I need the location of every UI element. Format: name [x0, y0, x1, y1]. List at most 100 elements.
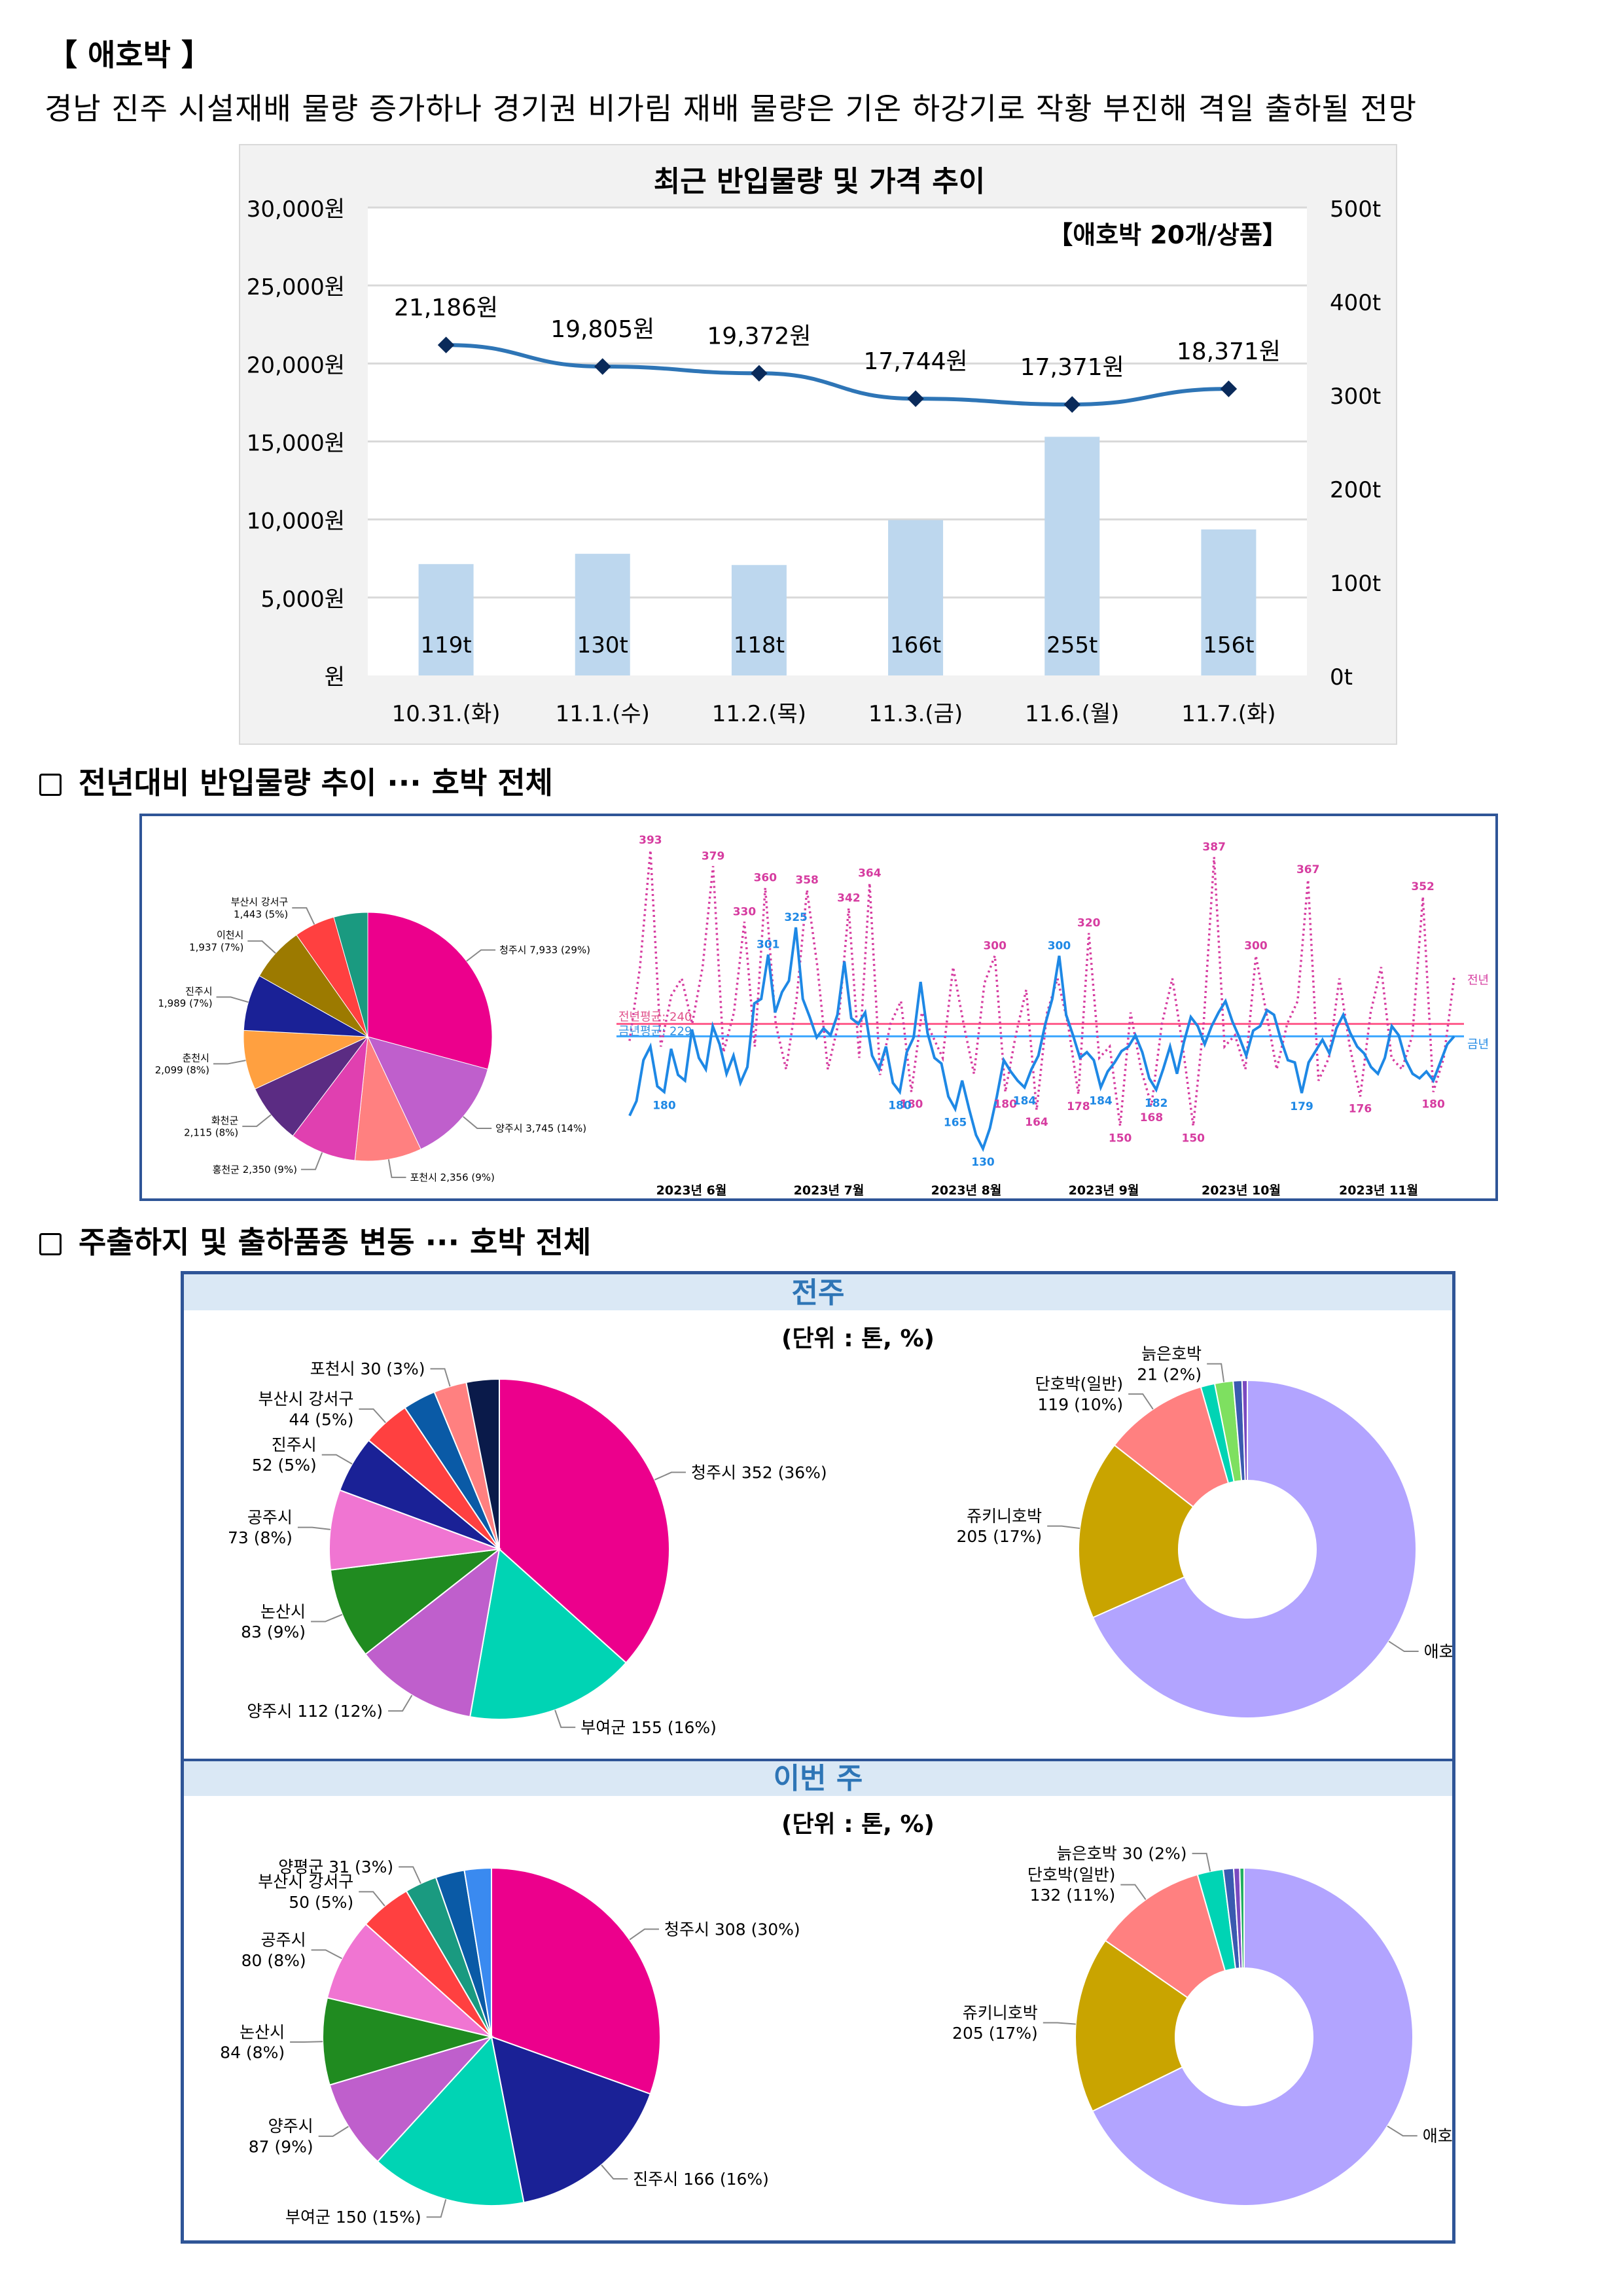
y-right-tick-label: 0t	[1330, 664, 1353, 691]
price-data-label: 19,805원	[550, 316, 654, 343]
pie-leader-line	[426, 2199, 447, 2218]
origin-variety-svg: 전주 (단위 : 톤, %) 이번 주 (단위 : 톤, %) 청주시 352 (36%…	[184, 1274, 1560, 2227]
pie-leader-line	[213, 1060, 246, 1065]
pie-slice	[326, 1923, 492, 2037]
pie-label: 공주시 73 (8%)	[228, 1508, 293, 1547]
pie-leader-line	[430, 1368, 451, 1387]
current-year-data-label: 300	[1048, 939, 1071, 952]
previous-year-data-label: 393	[639, 834, 662, 847]
pie-slice	[465, 1378, 500, 1550]
yoy-volume-svg: 청주시 7,933 (29%) 양주시 3,745 (14%) 포천시 2,356 …	[155, 834, 1489, 1198]
pie-label: 양주시 87 (9%)	[249, 2117, 313, 2156]
pie-slice	[1104, 1873, 1226, 1999]
price-data-label: 21,186원	[394, 295, 498, 321]
current-average-label: 금년평균: 229	[618, 1024, 692, 1038]
price-data-label: 18,371원	[1177, 338, 1281, 365]
pie-label: 애호박 815 (68%)	[1424, 1642, 1452, 1661]
previous-year-data-label: 330	[733, 905, 757, 918]
price-volume-chart: 최근 반입물량 및 가격 추이 【애호박 20개/상품】 원 5,000원 10,000…	[239, 144, 1397, 745]
pie-label: 홍천군 2,350 (9%)	[213, 1164, 297, 1175]
previous-year-data-label: 364	[858, 867, 882, 880]
pie-label: 양평군 31 (3%)	[278, 1857, 393, 1876]
y-left-tick-label: 30,000원	[247, 196, 345, 223]
pie-leader-line	[359, 1891, 385, 1907]
pie-leader-line	[654, 1471, 686, 1480]
pie-label: 늙은호박 30 (2%)	[1057, 1844, 1187, 1863]
pie-slice	[1075, 1939, 1189, 2112]
current-year-data-label: 182	[1145, 1097, 1168, 1110]
volume-bar	[418, 564, 474, 675]
x-tick-label: 11.7.(화)	[1181, 701, 1275, 727]
pie-slice	[1078, 1444, 1194, 1619]
volume-bar	[575, 554, 630, 675]
previous-year-data-label: 300	[1244, 939, 1268, 952]
price-data-label: 17,371원	[1020, 354, 1124, 381]
y-left-tick-label: 10,000원	[247, 509, 345, 535]
pie-leader-line	[463, 1116, 492, 1129]
pie-slice	[367, 1036, 489, 1150]
x-tick-label: 2023년 6월	[656, 1183, 727, 1198]
pie-leader-line	[399, 1866, 421, 1884]
previous-year-data-label: 320	[1077, 917, 1101, 930]
previous-year-data-label: 176	[1349, 1102, 1372, 1115]
pie-slice	[463, 1867, 492, 2037]
pie-label: 춘천시 2,099 (8%)	[155, 1052, 209, 1076]
section-origin-variety-title: 주출하지 및 출하품종 변동 ··· 호박 전체	[79, 1225, 592, 1260]
y-left-tick-label: 20,000원	[247, 352, 345, 378]
y-left-tick-label: 15,000원	[247, 431, 345, 457]
pie-label: 청주시 7,933 (29%)	[499, 944, 590, 956]
previous-year-data-label: 352	[1411, 880, 1435, 893]
pie-label: 부산시 강서구 50 (5%)	[258, 1873, 353, 1912]
pie-label: 논산시 84 (8%)	[220, 2022, 285, 2062]
pie-slice	[329, 1548, 502, 1655]
pie-label: 단호박(일반) 132 (11%)	[1027, 1865, 1116, 1905]
origin-variety-panel: 전주 (단위 : 톤, %) 이번 주 (단위 : 톤, %) 청주시 352 (36%…	[181, 1271, 1560, 2244]
pie-label: 포천시 2,356 (9%)	[410, 1172, 495, 1183]
pie-leader-line	[1387, 2125, 1418, 2137]
price-marker	[751, 365, 768, 382]
panel-header	[184, 1760, 1452, 1796]
current-year-data-label: 301	[757, 939, 780, 952]
pie-slice	[1092, 1867, 1414, 2206]
pie-slice	[329, 2036, 494, 2162]
y-left-tick-label: 25,000원	[247, 274, 345, 300]
pie-slice	[1092, 1379, 1417, 1719]
pie-label: 논산시 83 (9%)	[241, 1602, 306, 1641]
previous-year-data-label: 180	[993, 1098, 1017, 1111]
pie-slice	[322, 1997, 494, 2086]
volume-data-label: 118t	[734, 632, 785, 658]
pie-label: 애호박 821 (67%)	[1423, 2126, 1452, 2145]
previous-year-data-label: 180	[900, 1098, 923, 1111]
pie-leader-line	[216, 996, 249, 1003]
pie-leader-line	[1207, 1363, 1225, 1382]
yoy-volume-panel: 청주시 7,933 (29%) 양주시 3,745 (14%) 포천시 2,356 …	[139, 814, 1498, 1201]
pie-label: 단호박(일반) 119 (10%)	[1035, 1374, 1124, 1414]
chart-annotation: 【애호박 20개/상품】	[1048, 221, 1287, 249]
y-right-tick-label: 500t	[1330, 196, 1381, 223]
pie-label: 늙은호박 21 (2%)	[1137, 1344, 1202, 1384]
x-tick-label: 11.2.(목)	[712, 701, 806, 727]
pie-label: 청주시 308 (30%)	[664, 1920, 800, 1939]
pie-label: 공주시 80 (8%)	[241, 1931, 306, 1970]
pie-slice	[491, 1867, 661, 2095]
previous-year-data-label: 360	[754, 871, 777, 884]
y-left-tick-label: 원	[325, 664, 345, 691]
previous-year-data-label: 168	[1140, 1111, 1164, 1124]
x-tick-label: 2023년 10월	[1202, 1183, 1281, 1198]
previous-year-data-label: 150	[1182, 1132, 1205, 1145]
panel-title: 이번 주	[774, 1762, 863, 1795]
pie-leader-line	[1120, 1884, 1147, 1900]
pie-leader-line	[629, 1928, 659, 1941]
x-tick-label: 11.6.(월)	[1025, 701, 1119, 727]
price-data-label: 19,372원	[707, 323, 811, 350]
pie-label: 양주시 112 (12%)	[247, 1702, 383, 1721]
pie-leader-line	[311, 1613, 343, 1623]
y-left-tick-label: 5,000원	[260, 586, 345, 613]
pie-slice	[243, 1030, 368, 1090]
unit-label: (단위 : 톤, %)	[781, 1325, 935, 1352]
previous-year-data-label: 342	[837, 892, 861, 905]
document-summary: 경남 진주 시설재배 물량 증가하나 경기권 비가림 재배 물량은 기온 하강기…	[45, 91, 1418, 126]
current-year-line	[628, 927, 1455, 1153]
price-line	[446, 343, 1229, 406]
pie-slice	[333, 912, 368, 1037]
